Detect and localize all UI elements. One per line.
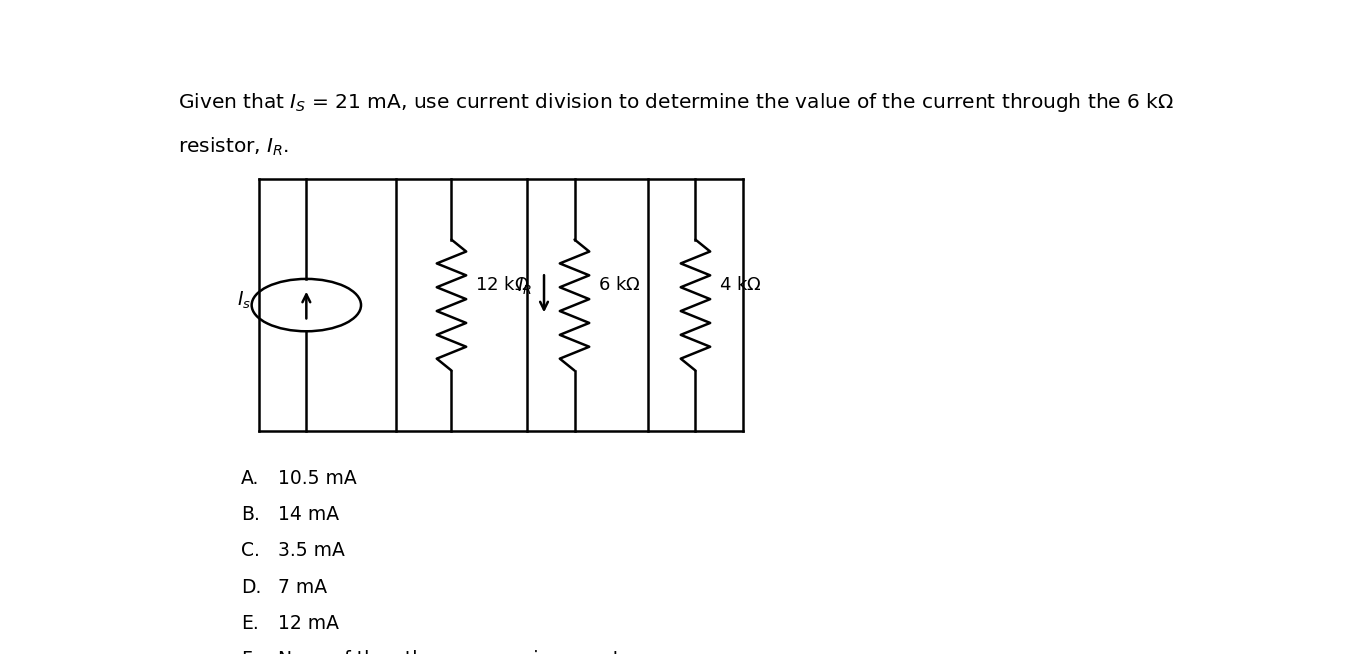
Text: A.: A. (242, 469, 259, 488)
Text: $I_R$: $I_R$ (517, 276, 532, 296)
Text: B.: B. (242, 505, 261, 524)
Text: 7 mA: 7 mA (278, 577, 327, 596)
Text: E.: E. (242, 614, 259, 633)
Text: None of the other answers is correct.: None of the other answers is correct. (278, 650, 626, 654)
Text: $I_s$: $I_s$ (236, 290, 251, 311)
Text: Given that $I_S$ = 21 mA, use current division to determine the value of the cur: Given that $I_S$ = 21 mA, use current di… (178, 91, 1174, 114)
Text: 14 mA: 14 mA (278, 505, 339, 524)
Text: D.: D. (242, 577, 262, 596)
Text: 4 k$\Omega$: 4 k$\Omega$ (719, 276, 761, 294)
Text: resistor, $I_R$.: resistor, $I_R$. (178, 135, 289, 158)
Text: F.: F. (242, 650, 255, 654)
Text: 3.5 mA: 3.5 mA (278, 542, 345, 560)
Text: 10.5 mA: 10.5 mA (278, 469, 357, 488)
Text: 6 k$\Omega$: 6 k$\Omega$ (597, 276, 641, 294)
Text: C.: C. (242, 542, 261, 560)
Text: 12 k$\Omega$: 12 k$\Omega$ (475, 276, 529, 294)
Text: 12 mA: 12 mA (278, 614, 339, 633)
